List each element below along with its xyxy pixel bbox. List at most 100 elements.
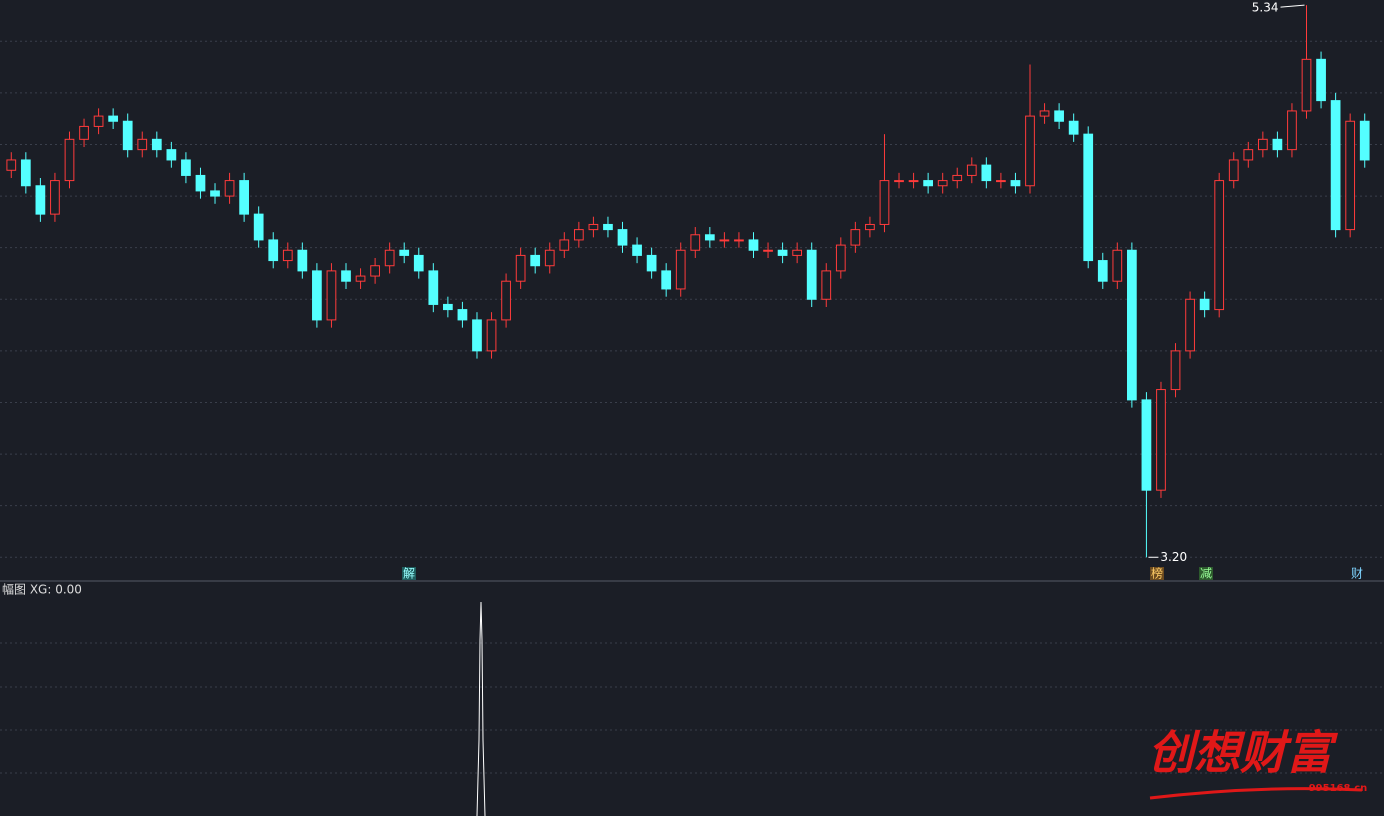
- low-label: 3.20: [1160, 550, 1187, 564]
- candle-body: [1039, 110, 1050, 117]
- candle-body: [544, 249, 555, 267]
- candle-body: [443, 303, 453, 311]
- candle-body: [181, 159, 191, 176]
- candle-body: [1345, 120, 1356, 231]
- event-label: 财: [1351, 567, 1363, 581]
- event-label: 榜: [1151, 566, 1163, 581]
- candle-body: [806, 249, 817, 300]
- candle-body: [210, 190, 220, 197]
- candle-body: [341, 270, 351, 282]
- candle-body: [268, 239, 279, 262]
- candle-body: [588, 223, 599, 231]
- candle-body: [894, 180, 904, 183]
- candle-body: [137, 138, 148, 151]
- candle-body: [515, 254, 526, 282]
- candle-body: [472, 319, 482, 352]
- candle-body: [1272, 138, 1283, 151]
- candle-body: [224, 180, 235, 197]
- candle-body: [253, 213, 264, 241]
- candle-body: [1025, 115, 1035, 187]
- event-label: 减: [1200, 567, 1212, 581]
- candle-body: [865, 223, 875, 231]
- candle-body: [1054, 110, 1064, 122]
- candle-body: [355, 275, 366, 282]
- candle-body: [748, 239, 759, 251]
- candle-body: [1141, 399, 1152, 491]
- candle-body: [952, 174, 963, 182]
- candle-body: [981, 164, 992, 182]
- candle-body: [530, 254, 541, 267]
- candle-body: [501, 280, 511, 321]
- candle-body: [1156, 389, 1166, 491]
- candle-body: [734, 239, 744, 242]
- watermark-title: 创想财富: [1148, 726, 1339, 780]
- candle-body: [1257, 138, 1268, 151]
- candle-body: [1068, 120, 1079, 135]
- candle-body: [122, 120, 133, 151]
- indicator-spike: [476, 601, 486, 816]
- candle-body: [93, 115, 104, 127]
- candle-body: [457, 309, 468, 321]
- candle-body: [428, 270, 439, 305]
- candle-body: [384, 249, 395, 267]
- candle-body: [1185, 298, 1195, 352]
- candle-body: [1214, 180, 1225, 311]
- candle-body: [1010, 180, 1021, 187]
- candle-body: [35, 185, 46, 215]
- event-markers: 解 榜 减 财: [402, 566, 1363, 581]
- candle-body: [312, 270, 322, 321]
- candle-body: [675, 249, 686, 290]
- candle-body: [937, 180, 948, 187]
- candle-body: [326, 270, 337, 321]
- candle-body: [64, 138, 75, 182]
- candle-body: [646, 254, 657, 272]
- candle-body: [1097, 260, 1108, 282]
- candle-body: [297, 249, 308, 272]
- candle-body: [239, 180, 249, 215]
- candle-body: [195, 174, 206, 192]
- candle-body: [573, 229, 584, 241]
- candle-body: [908, 180, 919, 183]
- event-bg: [1150, 567, 1164, 580]
- candle-body: [79, 125, 89, 140]
- candle-body: [1330, 100, 1341, 231]
- event-bg: [1199, 567, 1213, 580]
- candle-body: [6, 159, 17, 171]
- indicator-title: 幅图 XG: 0.00: [2, 582, 82, 597]
- candle-body: [850, 229, 861, 246]
- candle-body: [370, 265, 380, 277]
- high-label: 5.34: [1252, 1, 1279, 15]
- candle-body: [792, 249, 803, 256]
- watermark-site: 995168.cn: [1309, 783, 1368, 794]
- candle-body: [1287, 110, 1297, 151]
- candle-body: [632, 244, 642, 256]
- candle-body: [763, 249, 773, 252]
- candle-body: [1199, 298, 1210, 311]
- watermark-swoosh: [1149, 787, 1363, 800]
- candle-body: [1316, 58, 1326, 102]
- candle-body: [1127, 249, 1137, 401]
- event-label: 解: [403, 567, 415, 581]
- candle-body: [821, 270, 832, 300]
- candle-body: [413, 254, 424, 272]
- candle-body: [166, 149, 177, 161]
- candle-body: [719, 239, 730, 242]
- candle-body: [108, 115, 119, 122]
- candle-body: [1243, 149, 1254, 161]
- candle-body: [151, 138, 162, 151]
- candle-body: [777, 249, 788, 256]
- candle-body: [1170, 350, 1181, 391]
- candle-body: [879, 180, 890, 225]
- candle-body: [1359, 120, 1370, 161]
- candle-body: [966, 164, 977, 176]
- candle-body: [835, 244, 846, 272]
- candle-body: [923, 180, 933, 187]
- high-arrow: [1280, 4, 1305, 8]
- candle-body: [50, 180, 60, 215]
- candle-body: [486, 319, 497, 352]
- candle-body: [1112, 249, 1123, 282]
- candle-body: [1301, 58, 1312, 112]
- event-bg: [402, 567, 416, 580]
- candle-body: [399, 249, 410, 256]
- candle-body: [282, 249, 293, 262]
